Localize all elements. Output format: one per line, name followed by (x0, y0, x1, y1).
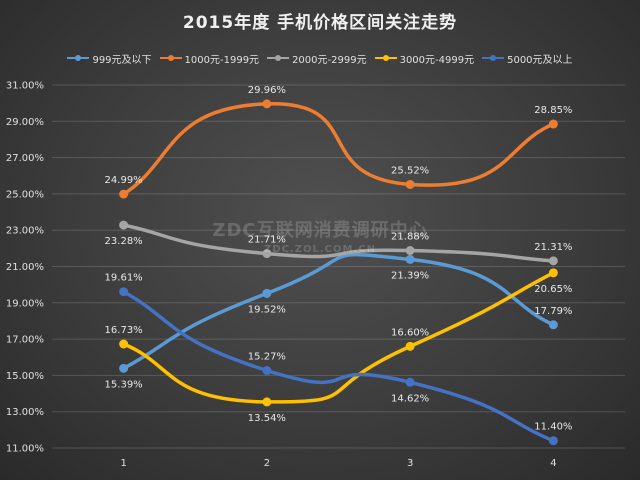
legend-label: 5000元及以上 (507, 54, 573, 66)
x-tick-label: 3 (407, 458, 413, 469)
watermark-text: ZDC互联网消费调研中心 (212, 220, 428, 241)
y-tick-label: 15.00% (6, 371, 44, 382)
data-point (119, 287, 129, 297)
data-label: 16.60% (391, 327, 429, 338)
data-point (548, 320, 558, 330)
series-line (121, 289, 556, 443)
y-tick-label: 19.00% (6, 298, 44, 309)
data-point (548, 256, 558, 266)
series-line (121, 252, 556, 371)
legend-label: 2000元-2999元 (292, 54, 367, 66)
x-tick-label: 2 (264, 458, 270, 469)
data-label: 14.62% (391, 393, 429, 404)
data-point (119, 189, 129, 199)
data-point (119, 363, 129, 373)
data-point (262, 249, 272, 259)
y-tick-label: 29.00% (6, 117, 44, 128)
legend-swatch-dot (75, 55, 82, 61)
data-label: 21.39% (391, 270, 429, 281)
watermark: ZDC互联网消费调研中心 ZDC.ZOL.COM.CN (200, 216, 440, 255)
x-tick-label: 1 (120, 458, 126, 469)
y-tick-label: 17.00% (6, 335, 44, 346)
data-point (548, 436, 558, 446)
data-label: 13.54% (248, 413, 286, 424)
data-point (262, 365, 272, 375)
series-line (121, 102, 556, 196)
data-point (262, 99, 272, 109)
legend-item: 3000元-4999元 (374, 50, 475, 66)
legend-swatch-dot (490, 55, 497, 61)
data-point (405, 341, 415, 351)
data-label: 19.61% (105, 273, 143, 284)
legend: 999元及以下 1000元-1999元 2000元-2999元 3000元-4999元… (0, 50, 640, 66)
data-label: 21.71% (248, 235, 286, 246)
y-tick-label: 21.00% (6, 262, 44, 273)
y-tick-label: 25.00% (6, 189, 44, 200)
data-label: 15.39% (105, 379, 143, 390)
data-label: 29.96% (248, 85, 286, 96)
series-line (121, 223, 556, 263)
legend-label: 999元及以下 (92, 54, 152, 66)
legend-item: 5000元及以上 (482, 50, 573, 66)
data-label: 19.52% (248, 304, 286, 315)
y-tick-label: 13.00% (6, 407, 44, 418)
legend-item: 1000元-1999元 (159, 50, 260, 66)
data-point (405, 246, 415, 256)
data-point (548, 119, 558, 129)
data-label: 25.52% (391, 165, 429, 176)
legend-item: 999元及以下 (67, 50, 152, 66)
legend-swatch-dot (275, 55, 282, 61)
chart-title: 2015年度 手机价格区间关注走势 (182, 13, 458, 33)
data-point (548, 268, 558, 278)
data-point (119, 220, 129, 230)
y-tick-label: 11.00% (6, 444, 44, 455)
legend-swatch (267, 53, 290, 63)
series-line (121, 271, 556, 404)
data-label: 23.28% (105, 236, 143, 247)
legend-swatch (159, 53, 182, 63)
data-point (262, 397, 272, 407)
y-tick-label: 27.00% (6, 153, 44, 164)
data-label: 28.85% (534, 105, 572, 116)
data-label: 17.79% (534, 306, 572, 317)
legend-label: 1000元-1999元 (184, 54, 260, 66)
data-point (405, 377, 415, 387)
data-point (405, 179, 415, 189)
y-tick-label: 23.00% (6, 226, 44, 237)
legend-swatch-dot (167, 55, 174, 61)
data-label: 16.73% (105, 325, 143, 336)
legend-swatch (67, 53, 90, 63)
data-label: 15.27% (248, 351, 286, 362)
data-label: 20.65% (534, 284, 572, 295)
legend-swatch-dot (382, 55, 389, 61)
data-label: 24.99% (105, 175, 143, 186)
legend-label: 3000元-4999元 (399, 54, 475, 66)
legend-item: 2000元-2999元 (267, 50, 367, 66)
data-point (119, 339, 129, 349)
data-point (405, 254, 415, 264)
y-tick-label: 31.00% (6, 81, 44, 92)
data-label: 11.40% (534, 422, 572, 433)
data-label: 21.88% (391, 232, 429, 243)
data-label: 21.31% (534, 242, 572, 253)
legend-swatch (374, 53, 397, 63)
watermark-url: ZDC.ZOL.COM.CN (264, 244, 376, 255)
legend-swatch (482, 53, 505, 63)
x-tick-label: 4 (550, 458, 556, 469)
data-point (262, 288, 272, 298)
